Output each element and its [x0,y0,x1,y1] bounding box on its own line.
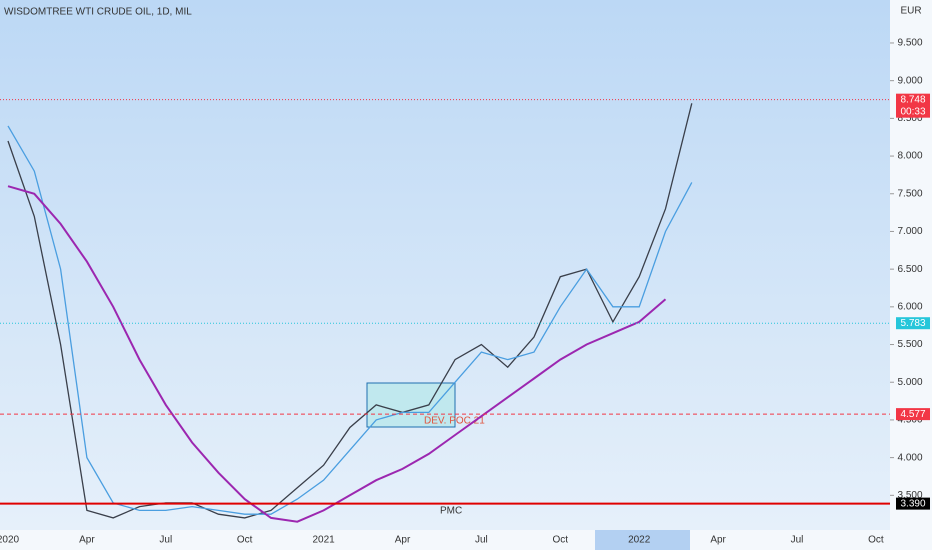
x-tick-label: Apr [710,535,726,546]
price-axis [890,0,932,550]
annotation: PMC [440,506,462,517]
y-tick-label: 6.500 [897,264,922,275]
y-tick-label: 9.500 [897,38,922,49]
y-tick-label: 5.500 [897,339,922,350]
y-tick-label: 8.000 [897,151,922,162]
y-tick-label: 8.500 [897,113,922,124]
price-label-box [896,317,930,330]
series-line [7,103,693,519]
x-tick-label: Apr [79,535,95,546]
x-tick-label: Oct [237,535,253,546]
series-line [7,125,693,515]
y-tick-label: 7.000 [897,226,922,237]
axis-unit: EUR [900,6,921,17]
price-label: 8.748 [900,94,925,105]
x-tick-label: Jul [791,535,804,546]
x-tick-label: 2021 [312,535,335,546]
y-tick-label: 9.000 [897,75,922,86]
y-tick-label: 5.000 [897,377,922,388]
x-tick-label: Apr [395,535,411,546]
countdown: 00:33 [900,106,925,117]
x-tick-label: Oct [553,535,569,546]
price-label-box [896,93,930,118]
annotation: DEV. POC 21 [424,416,485,427]
y-tick-label: 6.000 [897,301,922,312]
x-tick-label: Jul [475,535,488,546]
x-tick-label: Oct [868,535,884,546]
x-tick-label: 2020 [0,535,20,546]
time-range-highlight [595,530,690,550]
y-tick-label: 4.000 [897,452,922,463]
y-tick-label: 3.500 [897,490,922,501]
price-label-box [896,497,930,510]
time-axis [0,530,890,550]
y-tick-label: 7.500 [897,188,922,199]
chart-title: WISDOMTREE WTI CRUDE OIL, 1D, MIL [4,7,192,18]
range-box [366,382,456,428]
price-label: 4.577 [900,409,925,420]
x-tick-label: 2022 [628,535,651,546]
price-label: 3.390 [900,498,925,509]
x-tick-label: Jul [159,535,172,546]
price-label-box [896,408,930,421]
price-label: 5.783 [900,318,925,329]
plot-background [0,0,890,530]
